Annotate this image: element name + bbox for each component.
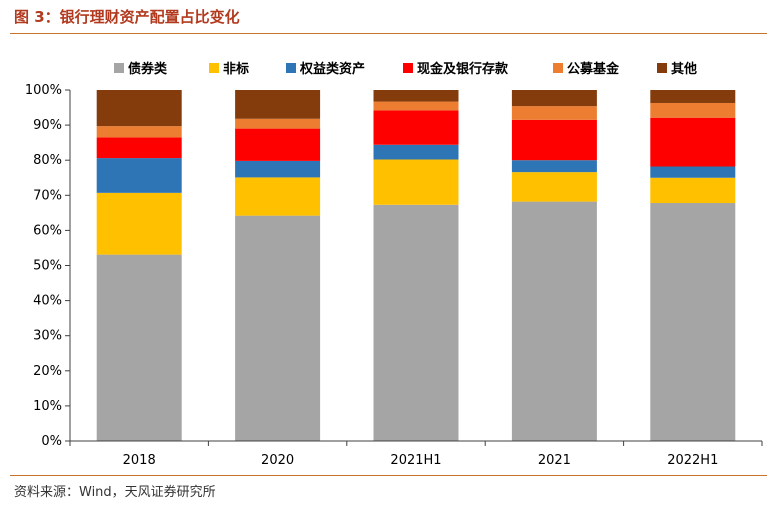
bar-segment — [650, 166, 736, 178]
bar-segment — [235, 177, 321, 216]
bar-segment — [373, 204, 459, 441]
bar-segment — [511, 160, 597, 173]
bar-segment — [235, 118, 321, 129]
bar-segment — [650, 102, 736, 118]
bar-segment — [511, 172, 597, 202]
bar-segment — [650, 177, 736, 204]
bar-segment — [373, 101, 459, 111]
bar-segment — [235, 160, 321, 178]
legend-label: 其他 — [671, 61, 697, 77]
y-tick-label: 20% — [33, 364, 62, 379]
bar-segment — [96, 137, 182, 159]
bar-segment — [511, 90, 597, 107]
x-tick-label: 2021H1 — [390, 453, 441, 468]
source-rule — [10, 475, 767, 476]
bar-segment — [650, 90, 736, 103]
x-axis: 2018 2020 2021H1 2021 2022H1 — [69, 440, 763, 468]
y-tick-label: 90% — [33, 118, 62, 133]
x-tick-label: 2021 — [538, 453, 571, 468]
bar-segment — [96, 192, 182, 255]
stacked-bar-chart: 债券类 非标 权益类资产 现金及银行存款 公募基金 其他 0% 10% 20% 30% 40% 50… — [25, 61, 763, 468]
legend-label: 债券类 — [128, 61, 168, 77]
x-tick-label: 2020 — [261, 453, 294, 468]
legend-swatch — [657, 63, 667, 73]
bar-segment — [373, 90, 459, 102]
legend-label: 公募基金 — [567, 61, 620, 77]
bar-segment — [373, 110, 459, 145]
y-tick-label: 50% — [33, 259, 62, 274]
y-tick-label: 100% — [25, 83, 62, 98]
bar-segment — [96, 254, 182, 441]
title-rule — [10, 33, 767, 34]
bar-segment — [373, 159, 459, 205]
y-tick-label: 10% — [33, 399, 62, 414]
legend-swatch — [553, 63, 563, 73]
legend-label: 现金及银行存款 — [417, 61, 509, 77]
bar-segment — [96, 90, 182, 127]
legend-swatch — [286, 63, 296, 73]
y-tick-label: 80% — [33, 153, 62, 168]
bar-segment — [511, 201, 597, 441]
bar-segment — [511, 106, 597, 120]
legend-label: 非标 — [223, 61, 249, 77]
x-tick-label: 2022H1 — [667, 453, 718, 468]
bar-segment — [235, 90, 321, 119]
bar-segment — [511, 119, 597, 161]
legend-swatch — [114, 63, 124, 73]
bar-segment — [373, 144, 459, 160]
legend-label: 权益类资产 — [299, 61, 365, 77]
bar-segment — [235, 215, 321, 441]
legend-swatch — [209, 63, 219, 73]
bar-segment — [235, 128, 321, 161]
source-note: 资料来源：Wind，天风证券研究所 — [14, 485, 216, 500]
bar-segment — [96, 126, 182, 138]
chart-bars — [96, 90, 736, 441]
y-tick-label: 70% — [33, 188, 62, 203]
figure-title: 图 3：银行理财资产配置占比变化 — [14, 8, 240, 26]
y-tick-label: 60% — [33, 223, 62, 238]
legend-swatch — [403, 63, 413, 73]
bar-segment — [96, 158, 182, 193]
y-tick-label: 30% — [33, 329, 62, 344]
bar-segment — [650, 203, 736, 441]
y-axis: 0% 10% 20% 30% 40% 50% 60% 70% 80% 90% 100% — [25, 83, 71, 449]
x-tick-label: 2018 — [123, 453, 156, 468]
chart-legend: 债券类 非标 权益类资产 现金及银行存款 公募基金 其他 — [114, 61, 697, 77]
y-tick-label: 0% — [41, 434, 62, 449]
y-tick-label: 40% — [33, 294, 62, 309]
bar-segment — [650, 117, 736, 167]
